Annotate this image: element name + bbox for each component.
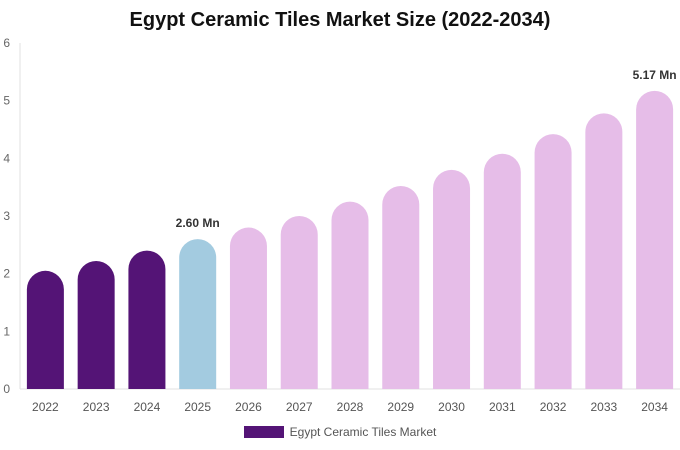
legend-swatch [243, 426, 284, 438]
legend: Egypt Ceramic Tiles Market [0, 425, 680, 439]
chart-title: Egypt Ceramic Tiles Market Size (2022-20… [129, 9, 551, 31]
x-tick-label: 2033 [590, 400, 617, 414]
bar-2022 [26, 270, 64, 389]
x-tick-label: 2022 [32, 400, 59, 414]
y-tick-label: 1 [3, 324, 10, 338]
x-tick-label: 2029 [387, 400, 414, 414]
bar-2029 [382, 186, 420, 389]
x-tick-label: 2023 [83, 400, 110, 414]
bar-2032 [534, 134, 572, 389]
data-label-2025: 2.60 Mn [176, 216, 220, 230]
y-tick-label: 2 [3, 267, 10, 281]
bar-2025 [179, 239, 217, 389]
bar-2027 [280, 216, 318, 389]
x-tick-label: 2034 [641, 400, 668, 414]
x-tick-label: 2027 [286, 400, 313, 414]
x-tick-label: 2031 [489, 400, 516, 414]
bar-2026 [229, 227, 267, 389]
x-tick-label: 2030 [438, 400, 465, 414]
y-tick-label: 0 [3, 382, 10, 396]
bar-2023 [77, 260, 115, 389]
bar-2034 [636, 90, 674, 389]
x-tick-label: 2028 [337, 400, 364, 414]
x-tick-label: 2026 [235, 400, 262, 414]
data-label-2034: 5.17 Mn [633, 68, 677, 82]
y-tick-label: 3 [3, 209, 10, 223]
bar-2024 [128, 250, 166, 389]
bar-2030 [433, 169, 471, 389]
legend-label: Egypt Ceramic Tiles Market [289, 425, 437, 439]
x-tick-label: 2024 [134, 400, 161, 414]
bar-2033 [585, 113, 623, 389]
bar-2028 [331, 201, 369, 389]
x-tick-label: 2032 [540, 400, 567, 414]
bar-2031 [483, 153, 521, 389]
x-tick-label: 2025 [184, 400, 211, 414]
y-tick-label: 5 [3, 94, 10, 108]
y-tick-label: 6 [3, 36, 10, 50]
y-tick-label: 4 [3, 151, 10, 165]
